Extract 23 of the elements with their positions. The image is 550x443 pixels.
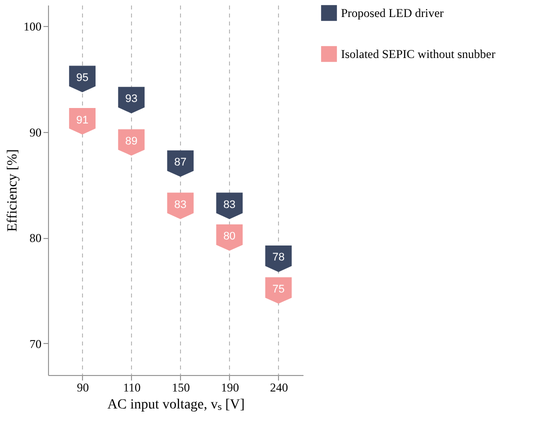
y-tick-label: 90	[30, 125, 42, 140]
data-label: 91	[76, 114, 88, 126]
legend-label: Isolated SEPIC without snubber	[341, 47, 496, 61]
data-label: 87	[174, 156, 187, 169]
x-tick-label: 190	[220, 380, 239, 394]
data-label: 83	[223, 198, 236, 211]
y-tick-label: 80	[30, 231, 42, 246]
data-label: 89	[125, 135, 138, 148]
x-tick-label: 110	[123, 380, 141, 394]
data-label: 83	[174, 198, 187, 211]
x-tick-label: 150	[172, 380, 190, 394]
x-tick-label: 90	[76, 380, 89, 394]
x-axis-title: AC input voltage, vₛ [V]	[107, 398, 245, 412]
y-tick-label: 100	[24, 20, 42, 34]
y-axis-title: Efficiency [%]	[6, 149, 20, 232]
y-tick-label: 70	[30, 336, 42, 351]
data-label: 80	[223, 230, 236, 243]
x-tick-label: 240	[270, 380, 288, 394]
data-label: 93	[125, 93, 138, 106]
data-label: 75	[272, 283, 285, 296]
legend-label: Proposed LED driver	[341, 6, 444, 20]
data-label: 95	[76, 72, 88, 84]
data-label: 78	[272, 252, 285, 264]
